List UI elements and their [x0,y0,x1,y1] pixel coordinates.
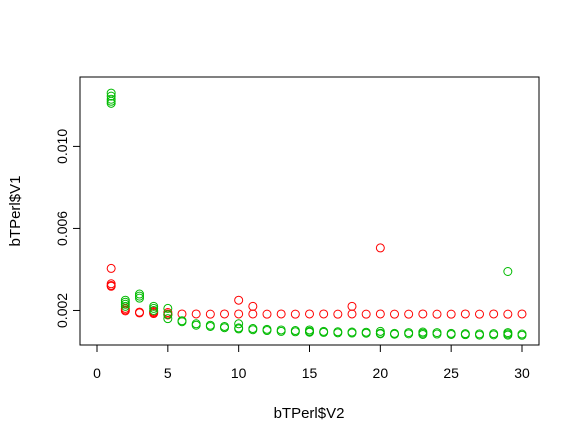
x-axis: 0 5 10 15 20 25 30 [93,344,530,381]
red-data-point [333,309,343,319]
green-data-point [347,328,357,338]
x-tick-label: 10 [231,365,247,381]
green-data-point [191,320,201,330]
red-data-point [106,280,116,290]
green-data-point [120,301,130,311]
green-data-point [163,303,173,313]
green-data-point [503,330,513,340]
x-axis-title: bTPerl$V2 [274,405,345,422]
red-data-point [418,309,428,319]
green-data-point [234,319,244,329]
red-data-point [475,309,484,319]
x-tick-label: 20 [373,365,389,381]
red-data-point [276,309,286,319]
green-data-point [475,330,484,340]
green-data-point [432,329,442,339]
green-data-point [135,291,144,301]
red-data-point [347,309,357,319]
red-data-point [106,263,116,273]
green-data-point [305,327,314,337]
green-data-point [390,329,399,339]
green-data-point [205,321,215,331]
green-data-point [333,328,343,338]
red-data-point [248,309,258,319]
green-data-point [404,329,414,339]
red-data-point [460,309,470,319]
green-data-point [319,327,329,337]
y-axis-title: bTPerl$V1 [7,176,24,247]
red-data-point [234,309,244,319]
green-data-point [489,330,499,340]
green-data-point [234,324,244,334]
green-data-point [149,305,159,315]
plot-frame [79,76,540,346]
red-data-point [361,309,371,319]
red-data-point [390,309,399,319]
green-data-point [262,326,272,336]
x-tick-label: 15 [302,365,318,381]
red-data-point [446,309,456,319]
green-data-point [517,330,527,340]
x-tick-label: 5 [164,365,172,381]
red-data-point [375,309,385,319]
green-data-point [375,329,385,339]
x-tick-label: 25 [443,365,459,381]
x-tick-label: 30 [514,365,530,381]
green-data-point [361,328,371,338]
green-data-point [163,310,173,320]
y-tick-label: 0.010 [54,129,70,164]
red-data-point [489,309,499,319]
green-data-point [276,326,286,336]
green-data-point [106,96,116,106]
green-data-point [220,323,229,333]
red-data-point [347,301,357,311]
red-data-point [503,309,513,319]
x-tick-label: 0 [93,365,101,381]
red-data-point [234,295,244,305]
data-points [106,88,527,340]
green-data-point [163,314,173,324]
green-data-point [135,293,144,303]
red-data-point [305,309,314,319]
red-data-point [205,309,215,319]
green-data-point [503,266,513,276]
red-data-point [319,309,329,319]
red-data-point [135,307,144,317]
green-data-point [177,317,187,327]
red-data-point [432,309,442,319]
red-data-point [220,309,229,319]
green-data-point [460,330,470,340]
green-data-point [418,329,428,339]
red-data-point [517,309,527,319]
green-data-point [248,325,258,335]
red-data-point [248,301,258,311]
green-data-point [106,91,116,101]
red-data-point [191,309,201,319]
y-tick-label: 0.006 [54,211,70,246]
green-data-point [446,329,456,339]
red-data-point [262,309,272,319]
green-data-point [106,98,116,108]
red-data-point [375,243,385,253]
y-tick-label: 0.002 [54,293,70,328]
green-data-point [290,327,300,337]
red-data-point [290,309,300,319]
y-axis: 0.002 0.006 0.010 [54,129,81,328]
red-data-point [404,309,414,319]
